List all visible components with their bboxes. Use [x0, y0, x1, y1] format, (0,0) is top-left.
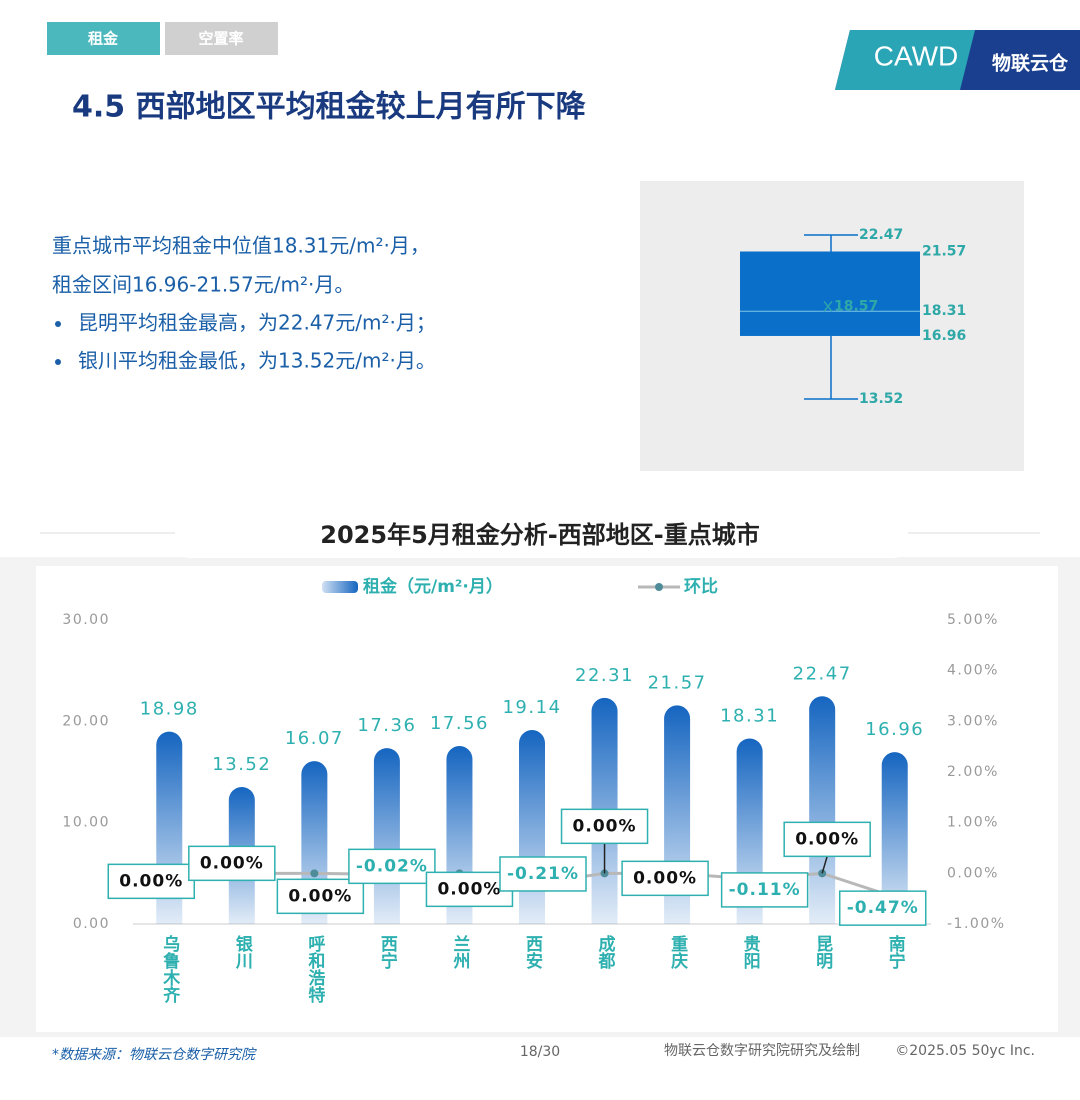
tab-label[interactable]: 空置率: [198, 30, 243, 48]
bar-label: 18.98: [140, 699, 199, 720]
logo-bg: [835, 30, 975, 90]
footer-page: 18/30: [520, 1044, 560, 1060]
x-tick-label: 西宁: [377, 935, 398, 969]
x-tick-label: 呼和浩特: [304, 935, 325, 1004]
bar-label: 17.36: [357, 715, 416, 736]
value-label: -0.47%: [847, 898, 919, 918]
value-label-box: [499, 856, 587, 892]
bar-label: 17.56: [430, 713, 489, 734]
x-tick-label: 乌鲁木齐: [159, 934, 181, 1004]
value-label-box: [783, 821, 871, 858]
bar-label: 22.31: [575, 665, 634, 686]
bullet: 昆明平均租金最高，为22.47元/m²·月；: [78, 311, 436, 335]
bar-label: 13.52: [212, 754, 271, 775]
title-pill: [175, 514, 908, 558]
box-label: 16.96: [922, 328, 966, 344]
box-label: 13.52: [859, 391, 903, 407]
bar-label: 21.57: [648, 672, 707, 693]
y-tick-label: 20.00: [62, 713, 110, 729]
box-label: 21.57: [922, 243, 966, 259]
y2-tick-label: -1.00%: [947, 916, 1006, 932]
mean-label: 18.57: [834, 298, 878, 314]
bar: [373, 748, 400, 924]
value-label: 0.00%: [119, 871, 183, 891]
value-label: 0.00%: [633, 868, 697, 888]
value-label: -0.02%: [356, 856, 428, 876]
y-tick-label: 10.00: [62, 815, 110, 831]
bar-label: 18.31: [720, 705, 779, 726]
bar: [519, 730, 545, 924]
tab-active[interactable]: [47, 22, 160, 55]
box-label: 18.31: [922, 303, 966, 319]
box-label: 22.47: [859, 227, 903, 243]
x-tick-label: 西安: [522, 935, 543, 970]
y2-tick-label: 5.00%: [947, 612, 999, 628]
summary-line: 重点城市平均租金中位值18.31元/m²·月，: [52, 234, 430, 258]
y2-tick-label: 1.00%: [947, 815, 999, 831]
footer-credit: 物联云仓数字研究院研究及绘制: [664, 1043, 860, 1059]
leader-line: [821, 856, 828, 874]
value-label: -0.11%: [729, 880, 801, 900]
summary-line: 租金区间16.96-21.57元/m²·月。: [52, 273, 354, 297]
bar-label: 19.14: [502, 697, 561, 718]
tab-label[interactable]: 租金: [88, 30, 119, 48]
x-tick-label: 重庆: [667, 934, 688, 970]
bullet: 银川平均租金最低，为13.52元/m²·月。: [78, 349, 436, 373]
line-marker: [310, 869, 319, 878]
y-tick-label: 30.00: [62, 612, 110, 628]
legend-label: 租金（元/m²·月）: [363, 576, 503, 597]
value-label-box: [560, 808, 649, 845]
logo-brand: 物联云仓: [992, 52, 1069, 75]
y2-tick-label: 3.00%: [947, 713, 999, 729]
value-label-box: [621, 860, 709, 897]
value-label-box: [425, 871, 514, 908]
value-label: 0.00%: [437, 879, 501, 899]
value-label-box: [838, 890, 927, 926]
bar: [881, 752, 908, 924]
mean-marker: [823, 301, 833, 312]
bar-label: 16.07: [285, 728, 344, 749]
value-label: 0.00%: [795, 829, 859, 849]
footer-copyright: ©2025.05 50yc Inc.: [895, 1043, 1035, 1059]
x-tick-label: 南宁: [885, 934, 906, 969]
value-label-box: [348, 848, 436, 885]
bar-label: 16.96: [865, 719, 924, 740]
x-tick-label: 贵阳: [740, 934, 761, 970]
legend-marker: [655, 583, 663, 591]
footer-source: *数据来源：物联云仓数字研究院: [52, 1047, 257, 1063]
bullet-dot: [55, 359, 61, 365]
logo-text: CAWD: [874, 40, 959, 71]
tab[interactable]: [165, 22, 278, 55]
x-tick-label: 银川: [232, 934, 254, 970]
legend-label: 环比: [684, 576, 718, 597]
x-tick-label: 成都: [595, 934, 617, 970]
bar: [809, 696, 836, 924]
x-tick-label: 昆明: [812, 935, 832, 970]
bar-label: 22.47: [793, 663, 852, 684]
value-label-box: [188, 845, 276, 882]
value-label-box: [720, 872, 809, 908]
legend-swatch: [322, 581, 358, 593]
x-tick-label: 兰州: [449, 934, 471, 969]
y2-tick-label: 2.00%: [947, 764, 999, 780]
value-label-box: [276, 878, 365, 915]
value-label: -0.21%: [507, 864, 579, 884]
chart-title: 2025年5月租金分析-西部地区-重点城市: [320, 521, 759, 549]
heading: 4.5 西部地区平均租金较上月有所下降: [72, 90, 587, 125]
value-label: 0.00%: [573, 816, 637, 836]
value-label: 0.00%: [200, 853, 264, 873]
y-tick-label: 0.00: [73, 916, 110, 932]
value-label-box: [107, 863, 196, 900]
bullet-dot: [55, 321, 61, 327]
box: [740, 251, 920, 336]
value-label: 0.00%: [288, 886, 352, 906]
y2-tick-label: 0.00%: [947, 865, 999, 881]
y2-tick-label: 4.00%: [947, 663, 999, 679]
